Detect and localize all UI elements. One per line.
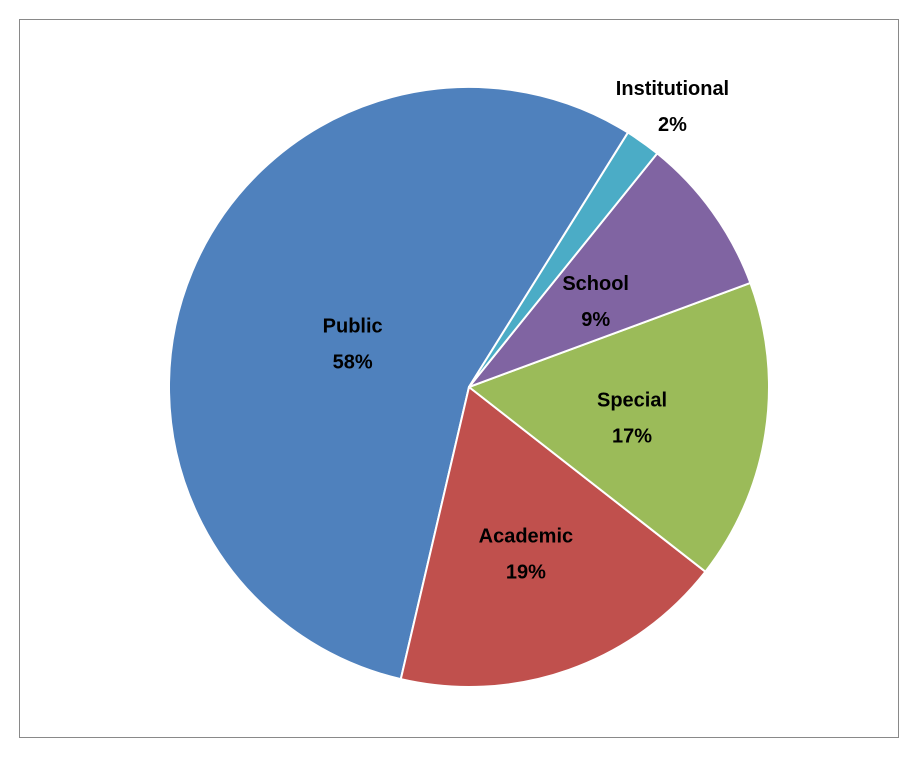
- slice-value-institutional: 2%: [658, 114, 687, 136]
- pie-labels: Public 58% Academic 19% Special 17% School 9% In…: [323, 78, 729, 583]
- slice-value-public: 58%: [333, 352, 373, 374]
- slice-label-school: School: [562, 273, 629, 295]
- slice-special: [468, 281, 770, 573]
- slice-academic: [399, 386, 707, 688]
- slice-value-special: 17%: [612, 425, 652, 447]
- slice-label-academic: Academic: [479, 525, 574, 547]
- slice-school: [468, 152, 752, 388]
- slice-value-academic: 19%: [506, 561, 546, 583]
- slice-public: [168, 86, 629, 681]
- slice-label-special: Special: [597, 389, 667, 411]
- slice-value-school: 9%: [581, 309, 610, 331]
- slice-label-institutional: Institutional: [616, 78, 729, 100]
- pie-slices: [168, 86, 770, 688]
- slice-institutional: [468, 131, 659, 388]
- slice-label-public: Public: [323, 316, 383, 338]
